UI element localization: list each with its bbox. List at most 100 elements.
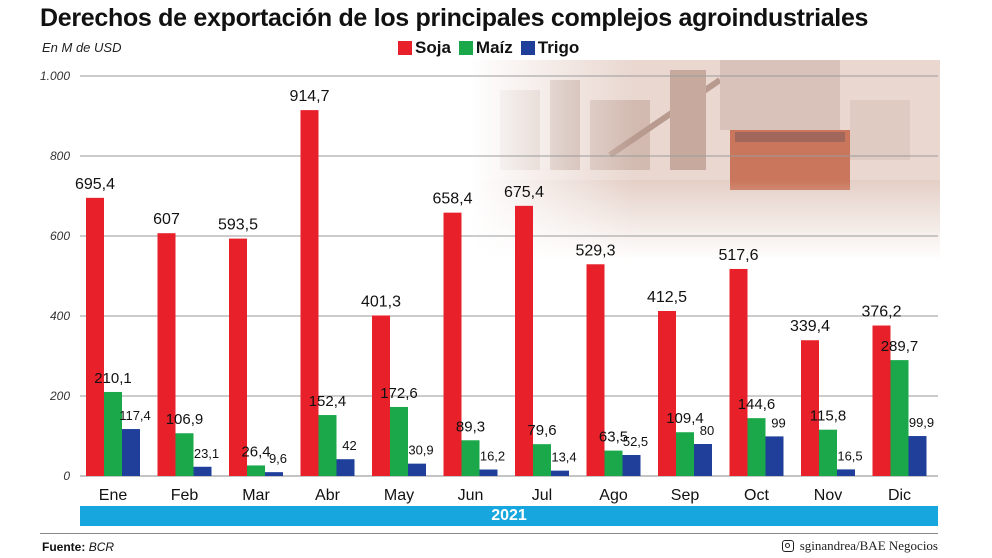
value-label-trigo-may: 30,9: [408, 443, 433, 458]
y-tick-label: 600: [50, 229, 70, 243]
bar-trigo-jun: [479, 469, 498, 476]
value-label-maiz-mar: 26,4: [241, 443, 270, 460]
value-label-soja-nov: 339,4: [790, 318, 830, 335]
bar-maiz-feb: [175, 433, 194, 476]
value-label-soja-oct: 517,6: [718, 247, 758, 264]
source-value: BCR: [88, 540, 115, 554]
footer-rule: [40, 533, 938, 534]
bar-soja-ene: [86, 197, 104, 476]
bar-maiz-jun: [461, 440, 480, 476]
value-label-trigo-sep: 80: [700, 423, 714, 438]
x-tick-label: Ene: [99, 487, 128, 504]
legend-swatch-soja: [398, 41, 412, 55]
legend-item-maiz: Maíz: [458, 38, 513, 58]
bar-trigo-abr: [336, 459, 355, 476]
x-tick-label: Jul: [532, 487, 552, 504]
x-tick-label: Nov: [814, 487, 842, 504]
bar-soja-sep: [658, 311, 676, 476]
value-label-maiz-jul: 79,6: [527, 422, 556, 439]
bar-soja-dic: [872, 325, 891, 476]
bar-maiz-abr: [318, 415, 337, 476]
bar-maiz-mar: [247, 465, 265, 476]
y-tick-label: 0: [63, 469, 70, 483]
value-label-trigo-ago: 52,5: [623, 434, 648, 449]
x-tick-label: Jun: [458, 487, 484, 504]
value-label-soja-feb: 607: [153, 211, 180, 228]
chart-title: Derechos de exportación de los principal…: [40, 4, 869, 32]
bar-maiz-may: [390, 406, 408, 476]
value-label-maiz-abr: 152,4: [309, 393, 347, 410]
bar-trigo-mar: [265, 472, 283, 476]
legend-item-trigo: Trigo: [520, 38, 580, 58]
bar-trigo-may: [408, 463, 426, 476]
x-tick-label: May: [384, 487, 414, 504]
value-label-trigo-jul: 13,4: [551, 450, 576, 465]
value-label-maiz-may: 172,6: [380, 385, 418, 402]
y-tick-label: 1.000: [40, 69, 70, 83]
x-axis-ticks: Ene Feb Mar Abr May Jun Jul Ago Sep Oct Nov Dic: [99, 487, 911, 504]
year-band: 2021: [80, 506, 938, 526]
value-label-soja-abr: 914,7: [289, 88, 329, 105]
bar-trigo-nov: [837, 469, 855, 476]
bar-soja-mar: [229, 238, 247, 476]
value-label-maiz-feb: 106,9: [166, 411, 204, 428]
value-labels: 695,4 210,1 117,4 607 106,9 23,1 593,5 26,49,6 9…: [75, 88, 934, 466]
value-label-trigo-feb: 23,1: [194, 446, 219, 461]
legend-label-trigo: Trigo: [537, 38, 580, 57]
x-tick-label: Sep: [671, 487, 700, 504]
x-tick-label: Ago: [599, 487, 628, 504]
source: Fuente: BCR: [42, 540, 114, 554]
x-tick-label: Dic: [888, 487, 911, 504]
bar-soja-ago: [586, 264, 605, 476]
value-label-soja-jun: 658,4: [432, 191, 472, 208]
legend-swatch-maiz: [458, 41, 473, 55]
value-label-maiz-oct: 144,6: [738, 396, 776, 413]
grid-lines: [80, 75, 938, 477]
bar-maiz-sep: [676, 432, 694, 476]
value-label-maiz-nov: 115,8: [810, 408, 846, 425]
value-label-soja-ene: 695,4: [75, 176, 115, 193]
value-label-maiz-ene: 210,1: [94, 370, 132, 387]
bar-trigo-ago: [622, 455, 641, 476]
bar-maiz-oct: [747, 418, 766, 476]
bar-maiz-dic: [890, 360, 909, 476]
y-tick-label: 800: [50, 149, 70, 163]
legend-label-soja: Soja: [415, 38, 451, 57]
value-label-trigo-nov: 16,5: [837, 448, 862, 463]
bar-soja-abr: [300, 110, 319, 477]
value-label-trigo-oct: 99: [771, 415, 785, 430]
value-label-soja-ago: 529,3: [575, 242, 615, 259]
bar-maiz-ago: [604, 450, 623, 476]
y-tick-label: 400: [50, 309, 70, 323]
bar-soja-may: [372, 315, 390, 476]
bar-soja-jun: [443, 212, 462, 476]
x-tick-label: Feb: [171, 487, 199, 504]
value-label-maiz-jun: 89,3: [456, 418, 485, 435]
value-label-trigo-ene: 117,4: [119, 408, 151, 423]
credit-text: sginandrea/BAE Negocios: [799, 538, 938, 553]
bar-trigo-ene: [122, 429, 140, 476]
bar-maiz-nov: [819, 429, 837, 476]
x-tick-label: Abr: [315, 487, 341, 504]
bar-trigo-dic: [908, 436, 927, 476]
bar-soja-nov: [801, 340, 819, 476]
value-label-soja-jul: 675,4: [504, 184, 544, 201]
bars: [86, 110, 927, 477]
unit-label: En M de USD: [42, 40, 122, 55]
bar-soja-oct: [729, 268, 748, 476]
legend-swatch-trigo: [520, 41, 535, 55]
y-axis-ticks: 0 200 400 600 800 1.000: [40, 69, 70, 483]
value-label-trigo-dic: 99,9: [909, 415, 934, 430]
value-label-soja-mar: 593,5: [218, 217, 258, 234]
bar-trigo-feb: [193, 466, 212, 476]
port-ship-photo-icon: [470, 60, 940, 260]
value-label-trigo-jun: 16,2: [480, 449, 505, 464]
value-label-soja-dic: 376,2: [861, 304, 901, 321]
x-tick-label: Oct: [744, 487, 769, 504]
bar-soja-feb: [157, 233, 176, 476]
bar-trigo-oct: [765, 436, 784, 476]
source-label: Fuente:: [42, 540, 86, 554]
value-label-soja-sep: 412,5: [647, 289, 687, 306]
x-tick-label: Mar: [242, 487, 270, 504]
